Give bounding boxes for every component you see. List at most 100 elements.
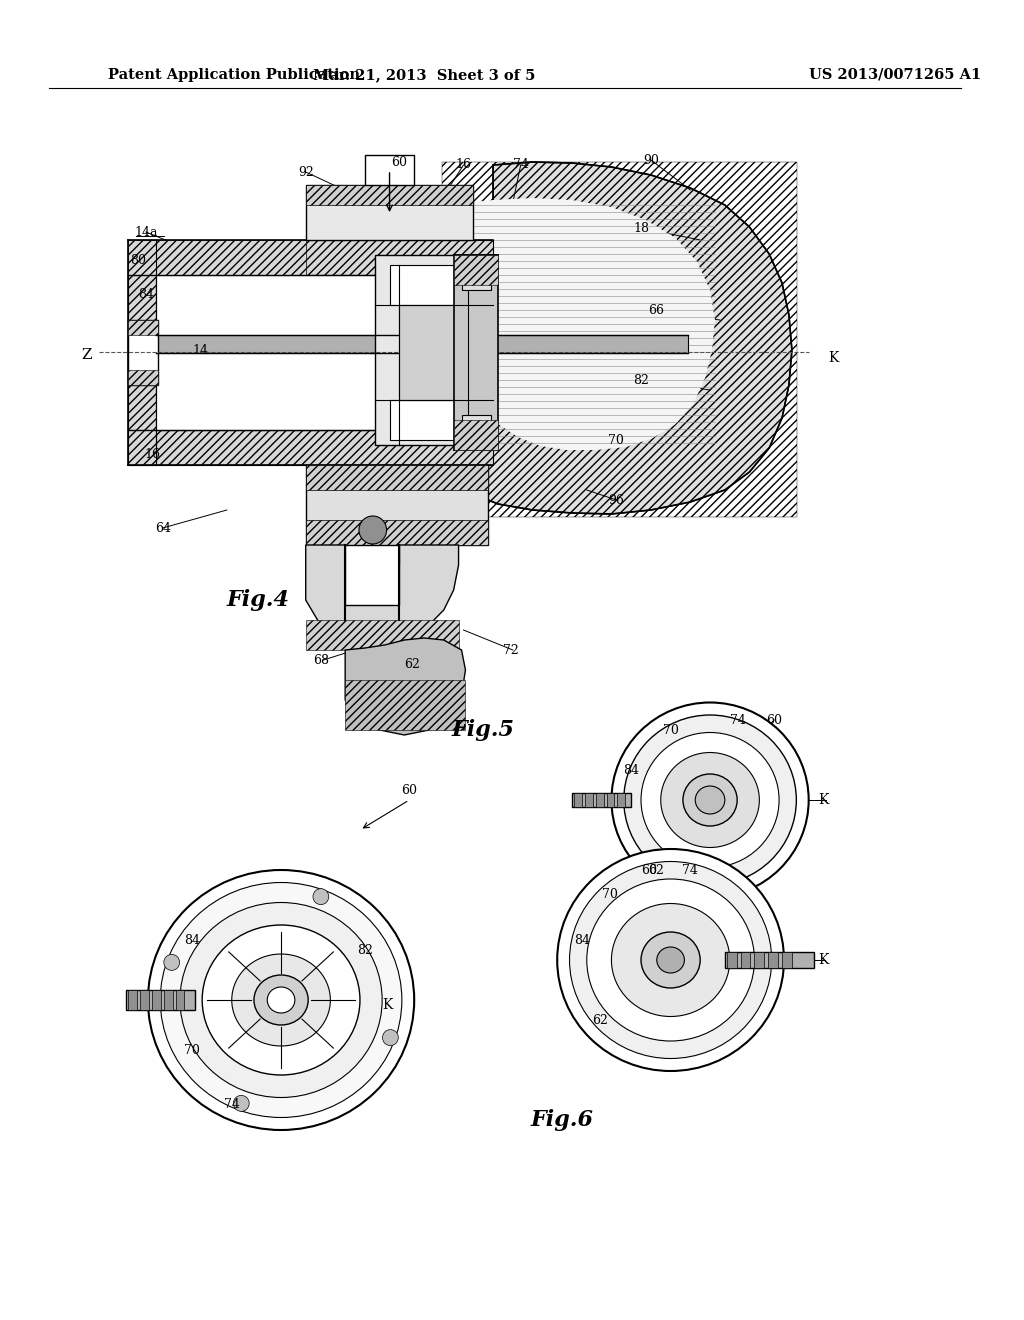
Bar xyxy=(585,793,593,807)
Bar xyxy=(306,620,459,649)
Ellipse shape xyxy=(656,946,684,973)
Bar xyxy=(156,335,688,352)
Ellipse shape xyxy=(611,702,809,898)
Text: K: K xyxy=(818,793,828,807)
Text: Fig.6: Fig.6 xyxy=(530,1109,594,1131)
Text: 96: 96 xyxy=(608,494,625,507)
Text: 66: 66 xyxy=(648,304,664,317)
Text: 70: 70 xyxy=(608,433,625,446)
Text: 90: 90 xyxy=(643,153,658,166)
Ellipse shape xyxy=(683,774,737,826)
Circle shape xyxy=(164,954,179,970)
Bar xyxy=(399,305,468,400)
Text: 74: 74 xyxy=(224,1098,240,1111)
Text: 84: 84 xyxy=(624,763,639,776)
Bar xyxy=(306,185,473,240)
Bar xyxy=(128,430,494,465)
Text: US 2013/0071265 A1: US 2013/0071265 A1 xyxy=(809,69,981,82)
Text: 14a: 14a xyxy=(134,226,158,239)
Text: 92: 92 xyxy=(298,165,313,178)
Bar xyxy=(462,271,492,290)
Ellipse shape xyxy=(587,879,755,1041)
Text: K: K xyxy=(828,351,839,366)
Text: 74: 74 xyxy=(730,714,745,726)
Bar xyxy=(727,952,736,968)
Bar xyxy=(755,952,764,968)
Bar xyxy=(389,265,478,305)
Bar xyxy=(156,275,494,430)
Bar xyxy=(126,990,196,1010)
Polygon shape xyxy=(441,162,792,513)
Circle shape xyxy=(233,1096,249,1111)
Bar xyxy=(441,162,797,517)
Ellipse shape xyxy=(557,849,784,1071)
Text: 62: 62 xyxy=(592,1014,607,1027)
Bar xyxy=(175,990,184,1010)
Bar xyxy=(617,793,626,807)
Text: Fig.4: Fig.4 xyxy=(227,589,290,611)
Bar xyxy=(454,255,498,285)
Ellipse shape xyxy=(641,733,779,867)
Ellipse shape xyxy=(569,862,772,1059)
Bar xyxy=(128,990,137,1010)
Polygon shape xyxy=(345,638,466,735)
Text: Z: Z xyxy=(82,348,92,362)
Text: 64: 64 xyxy=(155,521,171,535)
Text: 60: 60 xyxy=(401,784,417,796)
Text: 84: 84 xyxy=(138,289,154,301)
Bar xyxy=(345,680,466,730)
Ellipse shape xyxy=(660,752,760,847)
Circle shape xyxy=(383,1030,398,1045)
Text: Fig.5: Fig.5 xyxy=(452,719,515,741)
Ellipse shape xyxy=(160,883,401,1118)
Bar xyxy=(782,952,792,968)
Text: 60: 60 xyxy=(641,863,657,876)
Bar xyxy=(725,952,814,968)
Bar xyxy=(462,414,492,436)
Text: 68: 68 xyxy=(313,653,330,667)
Bar xyxy=(574,793,582,807)
Bar xyxy=(389,400,478,440)
Bar xyxy=(128,240,306,275)
Bar xyxy=(606,793,614,807)
Ellipse shape xyxy=(231,954,331,1045)
Ellipse shape xyxy=(624,715,797,884)
Text: 80: 80 xyxy=(130,253,146,267)
Bar xyxy=(572,793,631,807)
Text: K: K xyxy=(818,953,828,968)
Bar xyxy=(128,240,306,275)
Bar xyxy=(306,185,473,205)
Bar xyxy=(596,793,603,807)
Bar xyxy=(345,545,399,605)
Text: 82: 82 xyxy=(357,944,373,957)
Ellipse shape xyxy=(254,975,308,1026)
Circle shape xyxy=(313,888,329,904)
Bar xyxy=(306,465,488,545)
Text: 84: 84 xyxy=(573,933,590,946)
Ellipse shape xyxy=(641,932,700,987)
Text: 16: 16 xyxy=(456,158,471,172)
Bar xyxy=(140,990,148,1010)
Bar xyxy=(740,952,751,968)
Bar xyxy=(152,990,161,1010)
Text: 16: 16 xyxy=(144,449,161,462)
Ellipse shape xyxy=(611,903,730,1016)
Bar xyxy=(365,154,414,185)
Text: 70: 70 xyxy=(601,888,617,902)
Text: Mar. 21, 2013  Sheet 3 of 5: Mar. 21, 2013 Sheet 3 of 5 xyxy=(313,69,536,82)
Bar xyxy=(128,240,156,465)
Text: 74: 74 xyxy=(513,158,528,172)
Bar xyxy=(128,240,494,275)
Ellipse shape xyxy=(695,785,725,814)
Text: 62: 62 xyxy=(404,659,420,672)
Text: 84: 84 xyxy=(184,933,201,946)
Ellipse shape xyxy=(147,870,414,1130)
Text: 62: 62 xyxy=(648,863,664,876)
Polygon shape xyxy=(454,198,715,450)
Text: K: K xyxy=(383,998,393,1012)
Text: 70: 70 xyxy=(184,1044,201,1056)
Text: 82: 82 xyxy=(633,374,649,387)
Bar xyxy=(454,255,498,450)
Bar xyxy=(128,370,158,385)
Bar xyxy=(128,319,158,385)
